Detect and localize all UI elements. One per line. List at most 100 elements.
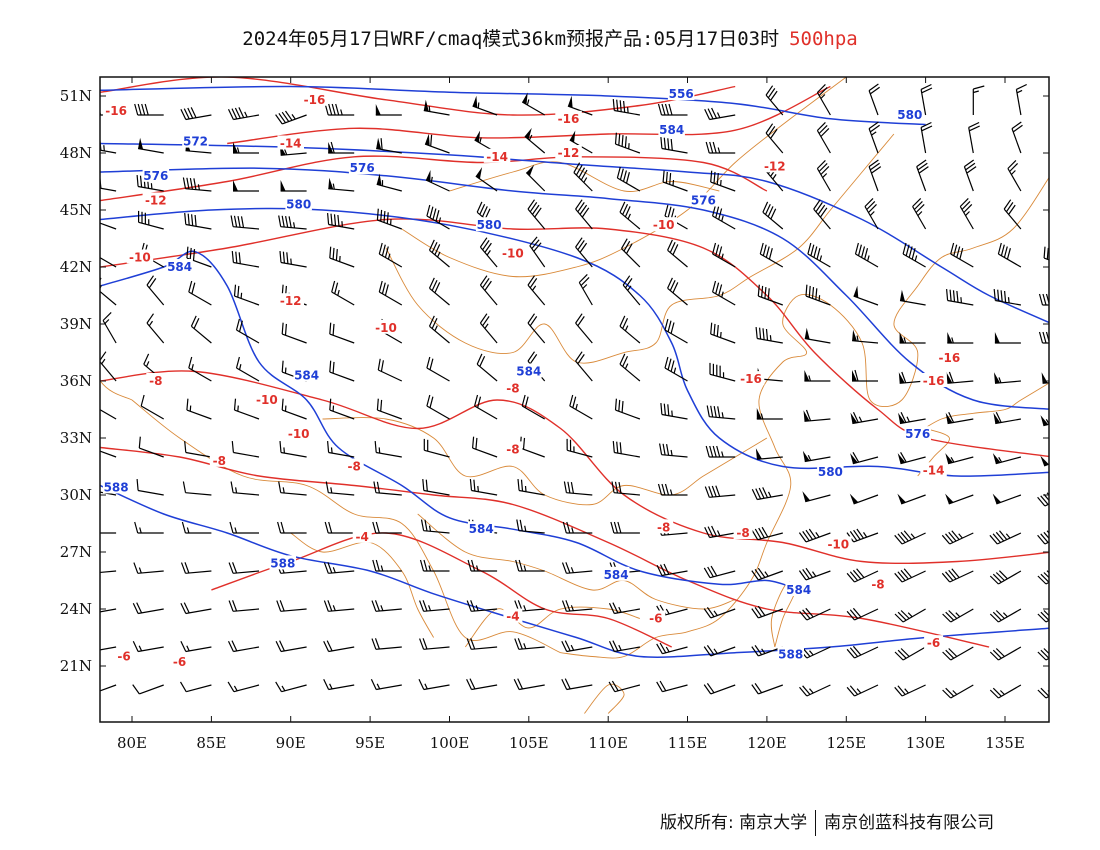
wind-barb [751, 526, 783, 541]
x-tick-label: 105E [509, 734, 549, 752]
wind-barb [620, 238, 641, 268]
wind-barb [751, 605, 784, 619]
wind-barb [371, 638, 402, 650]
contour-label: -8 [149, 374, 162, 388]
wind-barb [916, 159, 929, 192]
wind-barb [994, 332, 1021, 344]
contour-label: -14 [486, 150, 508, 164]
contour-label-bg [102, 103, 130, 118]
contour-label-bg [936, 350, 963, 365]
wind-barb [705, 141, 736, 154]
contour-label-bg [503, 441, 523, 456]
wind-barb [1086, 571, 1100, 584]
contour-label: -12 [558, 146, 580, 160]
contour-label: -10 [129, 251, 151, 265]
wind-barb [853, 285, 879, 306]
wind-barb [868, 121, 880, 154]
wind-barb [136, 479, 164, 496]
wind-barb [329, 398, 355, 420]
wind-barb [425, 170, 450, 192]
contour-label-bg [667, 86, 695, 101]
contour-label: -10 [827, 537, 849, 551]
wind-barb [619, 315, 641, 344]
wind-barb [803, 409, 831, 422]
wind-barb [428, 315, 450, 344]
wind-barb [1060, 84, 1069, 115]
wind-barb [846, 568, 879, 583]
contour-label-bg [166, 259, 193, 273]
wind-barb [897, 452, 926, 465]
wind-barb [281, 398, 307, 420]
contour-label: -6 [927, 636, 940, 650]
contour-label: 572 [183, 135, 208, 149]
wind-barb [419, 600, 450, 612]
contour-label: 556 [669, 87, 694, 101]
wind-barbs [100, 83, 1100, 699]
contour-label-bg [658, 122, 685, 137]
wind-barb [372, 559, 402, 572]
wind-barb [331, 280, 355, 306]
contour-label-bg [924, 635, 944, 650]
wind-barb [854, 242, 879, 268]
contour-label-bg [785, 582, 812, 596]
wind-barb [660, 403, 688, 420]
wind-barb [467, 559, 498, 572]
y-tick-label: 51N [60, 87, 92, 105]
wind-barb [846, 607, 879, 621]
wind-barb [472, 436, 498, 458]
contour-label: -8 [871, 577, 884, 591]
wind-barb [1040, 455, 1049, 467]
wind-barb [275, 681, 307, 693]
wind-barb [146, 313, 165, 344]
wind-barb [852, 369, 878, 382]
wind-barb [561, 678, 593, 691]
contour-label: -4 [356, 530, 369, 544]
wind-barb [476, 353, 498, 382]
wind-barb [657, 103, 688, 116]
contour-label: 576 [143, 169, 168, 183]
wind-barb [324, 521, 355, 534]
wind-barb [182, 481, 212, 496]
wind-barb [1037, 530, 1049, 545]
contour-label-bg [690, 192, 717, 207]
wind-barb [804, 327, 831, 344]
wind-barb [426, 394, 450, 420]
wind-barb [712, 204, 736, 230]
contour-label: 584 [294, 368, 319, 382]
wind-barb [805, 284, 831, 306]
wind-barb [610, 521, 640, 534]
contour-label: -16 [304, 93, 326, 107]
wind-barb [377, 358, 403, 382]
wind-barb [524, 127, 546, 154]
contour-label-bg [555, 145, 582, 159]
wind-barb [852, 329, 879, 344]
wind-barb [329, 322, 355, 344]
wind-barb [619, 201, 641, 230]
wind-barb [521, 394, 546, 420]
temperature-contour [100, 446, 990, 648]
wind-barb [622, 275, 641, 306]
wind-barb [516, 519, 545, 534]
wind-barb [276, 600, 307, 612]
wind-barb [868, 83, 880, 116]
title-level: 500hpa [789, 28, 858, 50]
contour-label: 576 [905, 427, 930, 441]
wind-barb [466, 638, 498, 650]
wind-barb [181, 521, 212, 534]
wind-barb [757, 284, 784, 306]
contour-label-bg [825, 536, 852, 551]
wind-barb [950, 242, 974, 268]
wind-barb [816, 159, 831, 192]
wind-barb [1087, 294, 1100, 305]
wind-barb [849, 493, 879, 505]
wind-barb [229, 521, 259, 534]
contour-label: 584 [469, 522, 494, 536]
wind-barb [945, 411, 974, 425]
contour-label: 576 [350, 161, 375, 175]
y-tick-label: 48N [60, 144, 92, 162]
wind-barb [140, 394, 165, 420]
wind-barb [475, 167, 498, 192]
y-axis-ticks: 21N 24N 27N 30N 33N 36N 39N 42N 45N 48N 51N [60, 87, 1049, 675]
wind-barb [132, 640, 164, 653]
wind-barb [703, 645, 736, 657]
